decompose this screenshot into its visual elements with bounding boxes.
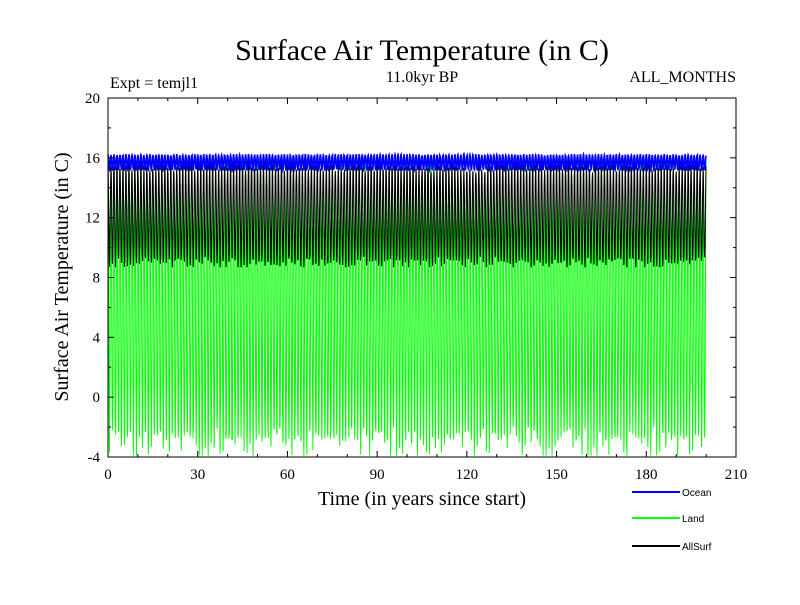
- legend: Ocean Land AllSurf: [632, 488, 712, 553]
- y-tick-label: 16: [85, 151, 101, 167]
- x-tick-label: 90: [370, 467, 385, 483]
- x-axis-label: Time (in years since start): [318, 488, 526, 510]
- x-tick-label: 180: [635, 467, 658, 483]
- y-tick-label: 8: [93, 271, 101, 287]
- series-layer: [107, 151, 707, 456]
- x-tick-label: 150: [545, 467, 568, 483]
- legend-label-ocean: Ocean: [682, 488, 711, 499]
- legend-label-allsurf: AllSurf: [682, 542, 712, 553]
- x-tick-label: 210: [725, 467, 748, 483]
- experiment-label: Expt = temjl1: [110, 75, 198, 92]
- x-tick-label: 30: [190, 467, 205, 483]
- y-tick-label: 0: [93, 390, 101, 406]
- y-tick-label: -4: [88, 450, 101, 466]
- y-tick-label: 4: [93, 330, 101, 346]
- chart-title: Surface Air Temperature (in C): [235, 34, 609, 67]
- x-tick-label: 120: [456, 467, 479, 483]
- series-line-allsurf: [107, 161, 707, 268]
- legend-item-allsurf: AllSurf: [632, 542, 712, 553]
- y-axis-label: Surface Air Temperature (in C): [51, 152, 73, 401]
- legend-label-land: Land: [682, 514, 704, 525]
- y-tick-label: 12: [85, 211, 100, 227]
- x-tick-label: 0: [104, 467, 112, 483]
- legend-item-land: Land: [632, 514, 704, 525]
- chart-subtitle: 11.0kyr BP: [386, 69, 458, 86]
- y-tick-label: 20: [85, 91, 100, 107]
- series-line-ocean: [107, 151, 707, 174]
- legend-item-ocean: Ocean: [632, 488, 711, 499]
- x-tick-label: 60: [280, 467, 295, 483]
- months-label: ALL_MONTHS: [629, 69, 736, 86]
- series-line-land: [107, 159, 707, 456]
